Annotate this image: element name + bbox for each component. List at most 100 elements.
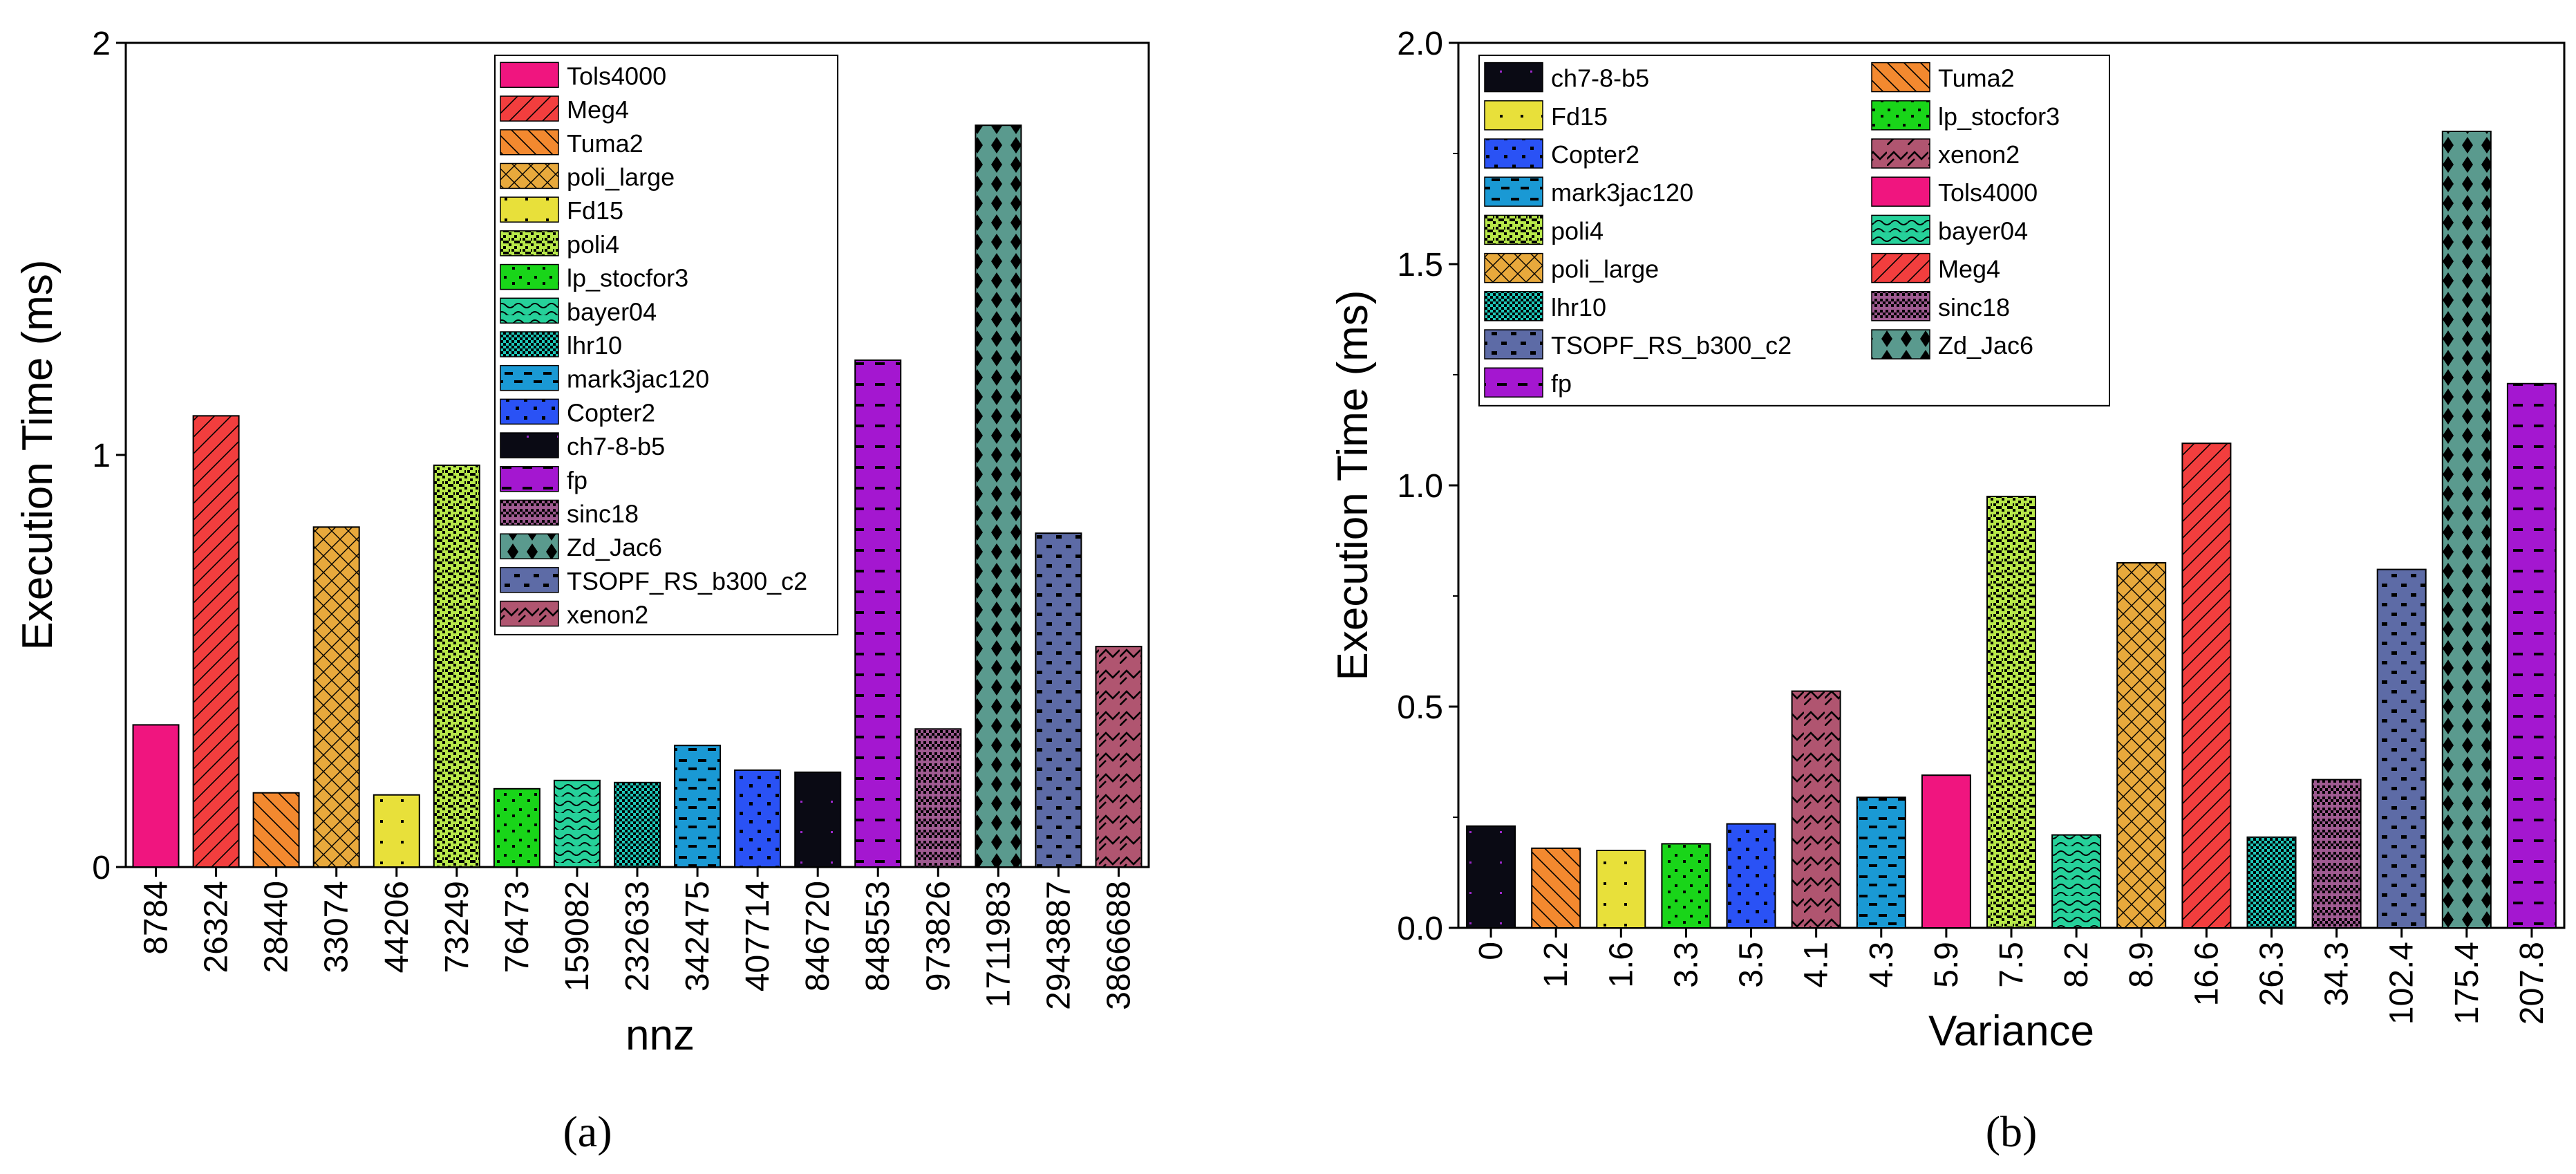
legend-label-copter2: Copter2	[567, 398, 655, 427]
bar-poli4	[1986, 496, 2036, 929]
bar-tols4000	[1921, 774, 1971, 929]
bar-meg4	[2181, 442, 2232, 929]
legend-label-lp-stocfor3: lp_stocfor3	[1938, 102, 2060, 131]
bar-mark3jac120	[674, 745, 722, 868]
legend-label-mark3jac120: mark3jac120	[567, 365, 709, 393]
legend-swatch-poli-large	[500, 162, 559, 189]
legend-swatch-lhr10	[500, 331, 559, 357]
x-tick-label: 7.5	[1993, 942, 2030, 988]
legend-label-lhr10: lhr10	[567, 331, 622, 360]
x-tick-label: 846720	[800, 881, 836, 991]
legend-swatch-meg4	[500, 95, 559, 122]
legend-swatch-sinc18	[500, 499, 559, 526]
chart-panel-a: 0 1 2 8784 26324 28440 33074 44206 73249 76473 15…	[14, 26, 1150, 1156]
legend-swatch-fd15	[1484, 100, 1543, 131]
x-tick-label: 28440	[258, 881, 295, 973]
x-tick-label: 342475	[679, 881, 716, 991]
legend-label-xenon2: xenon2	[1938, 140, 2020, 169]
bar-fd15	[373, 794, 420, 868]
legend-swatch-poli-large	[1484, 252, 1543, 283]
x-tick-label: 34.3	[2319, 942, 2356, 1006]
legend-swatch-fp	[500, 466, 559, 492]
y-tick-label: 1.0	[1397, 468, 1443, 505]
legend-label-poli-large: poli_large	[1551, 255, 1659, 283]
y-tick-label: 1	[92, 438, 111, 474]
y-axis-title-a: Execution Time (ms)	[14, 259, 62, 650]
x-tick-label: 8784	[138, 881, 175, 955]
legend-label-xenon2: xenon2	[567, 601, 648, 629]
x-tick-label: 76473	[499, 881, 536, 973]
legend-label-zd-jac6: Zd_Jac6	[567, 533, 662, 561]
bar-tsopf-rs-b300-c2	[2376, 568, 2427, 929]
legend-swatch-mark3jac120	[1484, 176, 1543, 207]
legend-swatch-ch7-8-b5	[1484, 62, 1543, 93]
legend-label-fd15: Fd15	[1551, 102, 1608, 131]
bar-tuma2	[252, 792, 300, 868]
legend-label-poli-large: poli_large	[567, 162, 675, 191]
x-tick-label: 848553	[860, 881, 896, 991]
bar-sinc18	[914, 728, 962, 868]
x-tick-label: 973826	[920, 881, 957, 991]
legend-label-fp: fp	[567, 466, 587, 494]
legend-label-bayer04: bayer04	[567, 297, 657, 326]
y-tick-label: 0	[92, 850, 111, 886]
legend-label-meg4: Meg4	[567, 95, 629, 124]
chart-panel-b: 0.0 0.5 1.0 1.5 2.0 0 1.2 1.6 3.3 3.5 4.1 4.3 5.9 7.…	[1329, 26, 2566, 1156]
x-tick-label: 207.8	[2514, 942, 2550, 1025]
x-tick-label: 3.3	[1668, 942, 1704, 988]
y-tick-label: 0.5	[1397, 689, 1443, 726]
x-tick-label: 1.6	[1603, 942, 1639, 988]
legend-swatch-zd-jac6	[500, 533, 559, 559]
bar-copter2	[734, 769, 782, 868]
bar-mark3jac120	[1856, 796, 1906, 929]
legend-swatch-copter2	[500, 398, 559, 425]
bar-meg4	[192, 415, 240, 868]
x-tick-label: 26324	[198, 881, 235, 973]
legend-label-tsopf-rs-b300-c2: TSOPF_RS_b300_c2	[1551, 331, 1792, 360]
x-tick-label: 4.3	[1863, 942, 1900, 988]
legend-swatch-lp-stocfor3	[1871, 100, 1930, 131]
bar-poli-large	[312, 526, 360, 868]
bar-xenon2	[1791, 690, 1841, 929]
legend-label-ch7-8-b5: ch7-8-b5	[567, 432, 665, 460]
bars-a	[132, 124, 1143, 868]
y-tick-label: 1.5	[1397, 247, 1443, 283]
x-tick-label: 0	[1473, 942, 1510, 960]
x-axis-a: 8784 26324 28440 33074 44206 73249 76473 159082…	[138, 867, 1137, 1010]
x-tick-label: 16.6	[2188, 942, 2225, 1006]
legend-label-zd-jac6: Zd_Jac6	[1938, 331, 2033, 360]
legend-label-sinc18: sinc18	[1938, 293, 2010, 322]
x-tick-label: 175.4	[2449, 942, 2485, 1025]
legend-label-tols4000: Tols4000	[567, 62, 666, 90]
bar-bayer04	[553, 779, 601, 868]
bar-poli4	[433, 464, 480, 868]
x-tick-label: 26.3	[2253, 942, 2290, 1006]
x-axis-title-b: Variance	[1928, 1007, 2094, 1055]
legend-swatch-xenon2	[500, 600, 559, 627]
legend-swatch-fp	[1484, 367, 1543, 398]
bar-zd-jac6	[975, 124, 1022, 868]
legend-swatch-lhr10	[1484, 291, 1543, 322]
legend-swatch-copter2	[1484, 138, 1543, 169]
bar-lhr10	[2246, 836, 2297, 929]
y-axis-a: 0 1 2	[92, 26, 126, 886]
bar-ch7-8-b5	[1466, 825, 1516, 929]
bar-sinc18	[2311, 779, 2362, 929]
x-axis-b: 0 1.2 1.6 3.3 3.5 4.1 4.3 5.9 7.5 8.2 8.9 16.6 26.3 3…	[1473, 928, 2550, 1025]
bars-b	[1466, 131, 2557, 929]
legend-label-tols4000: Tols4000	[1938, 178, 2038, 207]
bar-fp	[2506, 382, 2557, 929]
bar-zd-jac6	[2441, 131, 2492, 929]
y-tick-label: 0.0	[1397, 911, 1443, 947]
legend-swatch-poli4	[500, 230, 559, 257]
legend-label-poli4: poli4	[567, 230, 619, 259]
legend-swatch-tols4000	[500, 62, 559, 88]
legend-swatch-tsopf-rs-b300-c2	[1484, 329, 1543, 360]
legend-swatch-ch7-8-b5	[500, 432, 559, 458]
legend-swatch-zd-jac6	[1871, 329, 1930, 360]
x-tick-label: 4.1	[1798, 942, 1835, 988]
bar-bayer04	[2051, 834, 2102, 929]
bar-xenon2	[1095, 646, 1143, 868]
legend-label-bayer04: bayer04	[1938, 216, 2028, 245]
